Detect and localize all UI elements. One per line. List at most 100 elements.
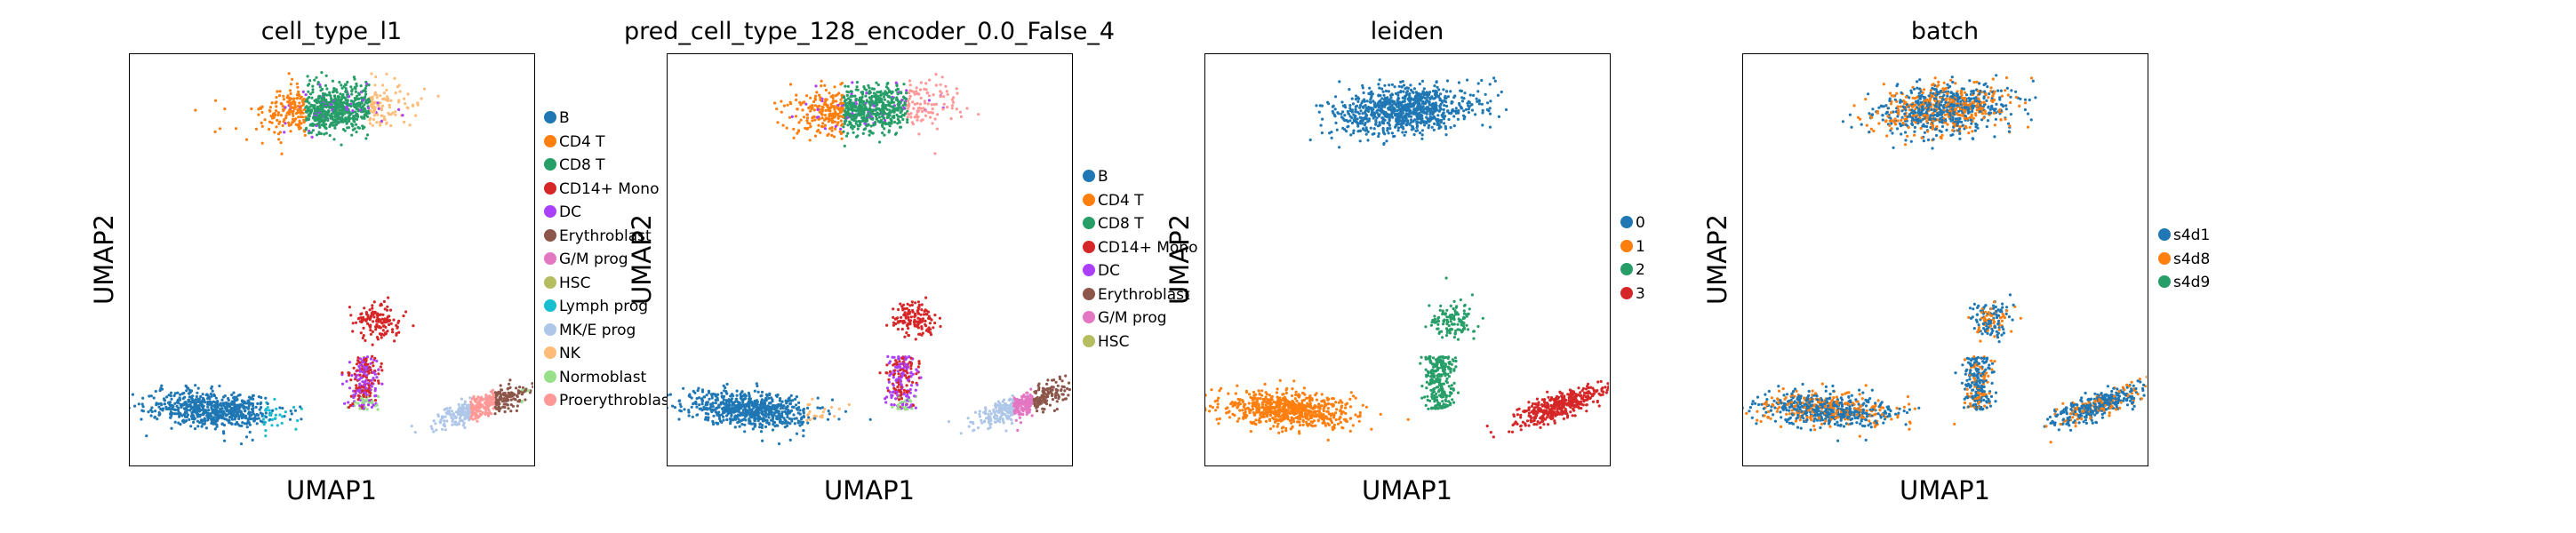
- scatter-point: [336, 104, 340, 107]
- scatter-point: [808, 410, 812, 413]
- scatter-point: [371, 354, 374, 358]
- scatter-point: [761, 439, 764, 442]
- scatter-point: [375, 322, 379, 326]
- scatter-point: [984, 410, 988, 413]
- scatter-point: [1028, 408, 1032, 411]
- scatter-point: [147, 410, 150, 414]
- scatter-point: [369, 329, 372, 332]
- scatter-point: [1051, 398, 1055, 402]
- scatter-point: [866, 119, 869, 123]
- scatter-point: [349, 378, 353, 382]
- scatter-point: [268, 127, 271, 131]
- scatter-point: [802, 434, 805, 438]
- scatter-point: [155, 402, 158, 405]
- legend-marker-icon: [1083, 217, 1095, 230]
- scatter-point: [367, 84, 371, 87]
- scatter-point: [828, 113, 831, 116]
- scatter-point: [383, 317, 387, 321]
- scatter-point: [520, 401, 524, 404]
- scatter-point: [471, 418, 475, 421]
- scatter-point: [379, 94, 382, 98]
- scatter-point: [778, 399, 781, 402]
- scatter-point: [917, 360, 921, 363]
- scatter-point: [913, 320, 916, 323]
- scatter-point: [844, 102, 848, 106]
- scatter-point: [469, 417, 473, 420]
- scatter-point: [413, 431, 417, 434]
- legend-marker-icon: [544, 205, 556, 219]
- scatter-point: [894, 378, 898, 382]
- scatter-point: [903, 112, 908, 115]
- scatter-point: [913, 322, 916, 326]
- scatter-point: [909, 356, 913, 360]
- scatter-point: [362, 374, 365, 378]
- scatter-point: [749, 400, 753, 403]
- scatter-point: [911, 372, 915, 376]
- scatter-point: [221, 430, 226, 434]
- scatter-point: [222, 403, 226, 408]
- scatter-point: [691, 415, 694, 418]
- scatter-point: [989, 418, 993, 421]
- scatter-point: [294, 123, 298, 126]
- scatter-point: [704, 418, 708, 421]
- scatter-point: [727, 402, 731, 406]
- scatter-point: [356, 94, 359, 98]
- scatter-point: [170, 426, 173, 430]
- scatter-point: [462, 413, 466, 417]
- scatter-point: [677, 399, 681, 402]
- scatter-point: [870, 99, 875, 103]
- scatter-point: [212, 416, 216, 419]
- scatter-point: [780, 110, 783, 114]
- scatter-point: [985, 417, 988, 420]
- scatter-point: [841, 107, 844, 110]
- scatter-point: [918, 332, 922, 336]
- scatter-point: [196, 397, 200, 401]
- scatter-point: [176, 398, 180, 402]
- scatter-point: [908, 97, 911, 100]
- scatter-point: [239, 410, 243, 413]
- scatter-point: [524, 388, 527, 392]
- scatter-point: [880, 123, 884, 127]
- scatter-point: [846, 131, 850, 135]
- scatter-point: [375, 376, 379, 379]
- scatter-point: [731, 409, 735, 412]
- scatter-point: [809, 109, 812, 113]
- scatter-point: [722, 394, 726, 398]
- scatter-point: [362, 386, 365, 389]
- scatter-point: [234, 423, 237, 426]
- scatter-point: [154, 410, 157, 413]
- scatter-point: [870, 117, 874, 121]
- scatter-point: [874, 108, 877, 112]
- scatter-point: [919, 376, 923, 379]
- scatter-point: [486, 399, 491, 402]
- scatter-point: [503, 410, 507, 414]
- scatter-point: [892, 373, 896, 377]
- scatter-point: [260, 141, 264, 145]
- scatter-point: [351, 402, 355, 406]
- legend-label: CD14+ Mono: [1098, 238, 1198, 257]
- scatter-point: [241, 405, 245, 409]
- scatter-point: [739, 412, 742, 416]
- scatter-point: [888, 360, 892, 363]
- scatter-point: [351, 116, 355, 120]
- scatter-point: [927, 111, 931, 115]
- scatter-point: [492, 397, 495, 401]
- scatter-point: [355, 131, 358, 134]
- scatter-point: [863, 103, 867, 107]
- scatter-point: [336, 115, 340, 119]
- scatter-point: [332, 110, 335, 114]
- scatter-point: [831, 96, 835, 99]
- scatter-point: [258, 408, 261, 411]
- scatter-point: [215, 419, 219, 423]
- scatter-point: [897, 398, 900, 402]
- scatter-point: [798, 424, 802, 427]
- legend-item: NK: [544, 342, 675, 366]
- scatter-point: [364, 137, 368, 140]
- scatter-point: [781, 420, 785, 424]
- scatter-point: [387, 296, 390, 299]
- scatter-point: [403, 97, 406, 100]
- scatter-point: [900, 327, 904, 331]
- scatter-point: [243, 410, 247, 413]
- scatter-point: [140, 418, 143, 421]
- scatter-point: [800, 418, 804, 421]
